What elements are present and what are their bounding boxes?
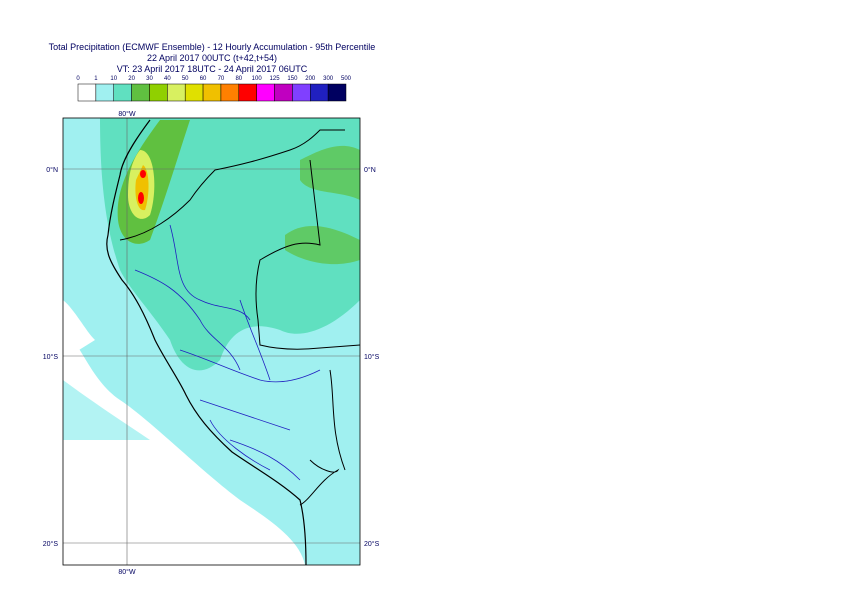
lat-label: 10°S	[364, 353, 380, 361]
legend-label: 80	[235, 76, 242, 82]
precip-max	[140, 170, 146, 178]
lat-label: 20°S	[43, 540, 59, 548]
map	[63, 118, 360, 565]
title-line: Total Precipitation (ECMWF Ensemble) - 1…	[49, 42, 376, 52]
map-frame	[62, 117, 361, 566]
precip-area	[300, 145, 360, 200]
country-border	[119, 129, 360, 506]
graticule	[63, 118, 360, 565]
legend-label: 1	[94, 76, 98, 82]
legend-swatch	[292, 83, 311, 102]
legend-swatch	[310, 83, 329, 102]
admin-border	[134, 224, 321, 481]
legend-label: 40	[164, 76, 171, 82]
legend-swatch	[238, 83, 257, 102]
legend-swatch	[113, 83, 132, 102]
legend-label: 70	[218, 76, 225, 82]
precip-max	[138, 192, 144, 204]
dry-ocean	[63, 300, 95, 360]
title: Total Precipitation (ECMWF Ensemble) - 1…	[49, 42, 376, 74]
legend-swatch	[274, 83, 293, 102]
dry-ocean	[63, 330, 305, 565]
legend-swatch	[202, 83, 222, 102]
legend-label: 60	[200, 76, 207, 82]
legend-label: 30	[146, 76, 153, 82]
legend-label: 20	[128, 76, 135, 82]
legend-label: 200	[305, 76, 316, 82]
legend-label: 50	[182, 76, 189, 82]
grid-labels: 80°W 80°W 0°N 0°N 10°S 10°S 20°S 20°S	[43, 110, 380, 576]
title-line: 22 April 2017 00UTC (t+42,t+54)	[147, 53, 277, 63]
precip-area	[285, 225, 360, 265]
legend-swatch	[220, 83, 240, 102]
coastline	[106, 119, 307, 565]
title-line: VT: 23 April 2017 18UTC - 24 April 2017 …	[117, 64, 308, 74]
legend-swatch	[77, 83, 97, 102]
legend-swatch	[167, 83, 186, 102]
lon-label: 80°W	[118, 568, 136, 576]
lat-label: 0°N	[46, 166, 58, 174]
legend-swatch	[149, 83, 168, 102]
legend-label: 100	[252, 76, 263, 82]
legend-swatch	[327, 83, 347, 102]
legend-label: 500	[341, 76, 352, 82]
legend-swatch	[184, 83, 204, 102]
legend-label: 0	[76, 76, 80, 82]
legend-label: 150	[287, 76, 298, 82]
legend-swatch	[95, 83, 114, 102]
legend-label: 300	[323, 76, 334, 82]
legend-swatch	[131, 83, 150, 102]
lat-label: 20°S	[364, 540, 380, 548]
lat-label: 10°S	[43, 353, 59, 361]
legend-label: 125	[270, 76, 281, 82]
precip-area	[63, 380, 150, 440]
legend: 0 1 10 20 30 40 50 60 70 80 100 125 150 200 300 500	[76, 76, 352, 102]
legend-label: 10	[110, 76, 117, 82]
lat-label: 0°N	[364, 166, 376, 174]
legend-swatch	[256, 83, 275, 102]
lon-label: 80°W	[118, 110, 136, 118]
